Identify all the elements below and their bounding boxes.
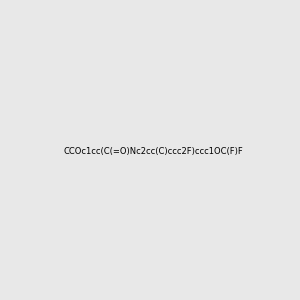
Text: CCOc1cc(C(=O)Nc2cc(C)ccc2F)ccc1OC(F)F: CCOc1cc(C(=O)Nc2cc(C)ccc2F)ccc1OC(F)F: [64, 147, 244, 156]
